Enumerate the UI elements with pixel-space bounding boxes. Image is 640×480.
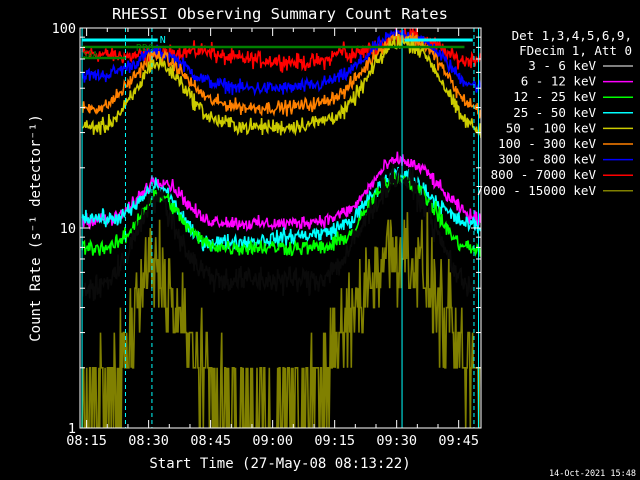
series-line-0 <box>81 28 481 73</box>
x-tick-label: 09:00 <box>252 433 293 449</box>
x-tick-label: 09:30 <box>376 433 417 449</box>
x-tick-label: 09:45 <box>438 433 479 449</box>
legend-header-line-2: FDecim 1, Att 0 <box>519 43 632 58</box>
series-line-3 <box>81 35 481 139</box>
x-axis-label: Start Time (27-May-08 08:13:22) <box>149 456 410 472</box>
flag-layer: N RD0 SAA <box>82 35 473 60</box>
legend-label-2: 12 - 25 keV <box>513 89 596 104</box>
flag-label-saa: SAA <box>83 50 98 59</box>
legend-label-3: 25 - 50 keV <box>513 105 596 120</box>
legend-label-5: 100 - 300 keV <box>498 136 596 151</box>
y-axis-label: Count Rate (s⁻¹ detector⁻¹) <box>28 114 44 342</box>
y-tick-label: 100 <box>52 21 76 37</box>
legend-label-0: 3 - 6 keV <box>528 58 596 73</box>
legend-header-line-1: Det 1,3,4,5,6,9, <box>512 28 632 43</box>
series-layer <box>81 28 481 428</box>
series-line-5 <box>81 166 481 252</box>
axis-layer: 08:15 08:30 08:45 09:00 09:15 09:30 09:45 1 10 10… <box>52 21 481 449</box>
date-stamp: 14-Oct-2021 15:48 <box>549 469 636 479</box>
x-tick-label: 08:45 <box>190 433 231 449</box>
x-tick-label: 08:15 <box>66 433 107 449</box>
series-line-7 <box>81 165 481 301</box>
y-tick-label: 1 <box>68 421 76 437</box>
x-tick-label: 09:15 <box>314 433 355 449</box>
legend: Det 1,3,4,5,6,9, FDecim 1, Att 0 3 - 6 k… <box>476 28 633 198</box>
legend-label-8: 7000 - 15000 keV <box>476 183 597 198</box>
flag-label-n: N <box>160 35 166 46</box>
legend-label-1: 6 - 12 keV <box>521 74 597 89</box>
flag-label-rd0: RD0 <box>136 43 154 54</box>
legend-label-6: 300 - 800 keV <box>498 152 596 167</box>
x-tick-label: 08:30 <box>128 433 169 449</box>
chart-title: RHESSI Observing Summary Count Rates <box>112 5 448 23</box>
series-line-8 <box>81 212 481 428</box>
legend-label-7: 800 - 7000 keV <box>491 167 597 182</box>
legend-label-4: 50 - 100 keV <box>506 120 597 135</box>
y-tick-label: 10 <box>60 221 76 237</box>
